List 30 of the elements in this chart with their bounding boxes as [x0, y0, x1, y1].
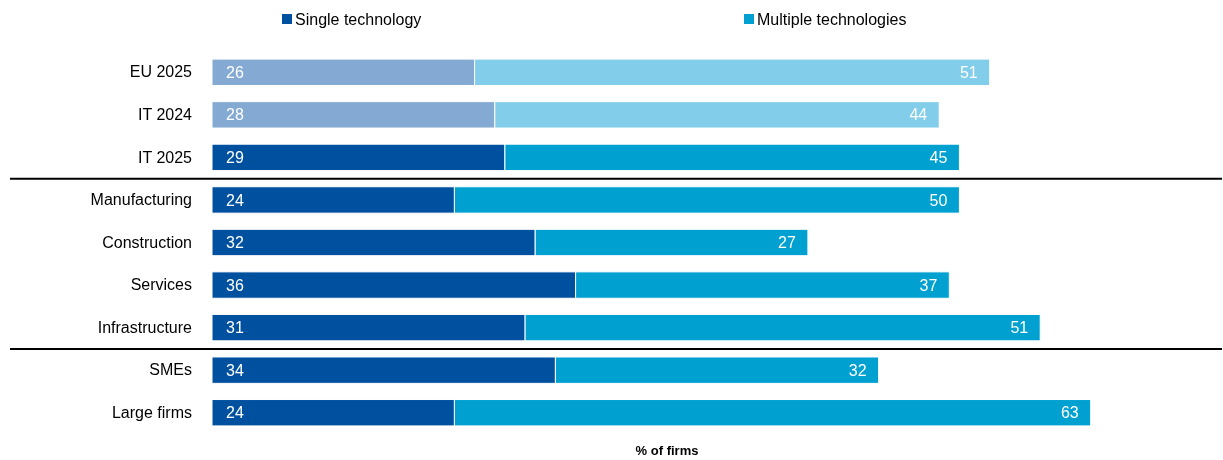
y-tick-label: IT 2024	[138, 105, 193, 123]
data-label: 32	[848, 361, 867, 379]
data-label: 34	[226, 361, 244, 379]
y-tick-label: IT 2025	[138, 148, 193, 166]
data-label: 45	[929, 148, 948, 166]
y-tick-label: Services	[130, 276, 192, 294]
data-label: 37	[919, 276, 938, 294]
y-tick-label: SMEs	[149, 361, 192, 379]
data-label: 29	[226, 148, 244, 166]
data-label: 50	[929, 191, 948, 209]
data-label: 24	[226, 404, 244, 422]
data-label: 63	[1060, 404, 1079, 422]
data-label: 44	[909, 106, 928, 124]
data-label: 31	[226, 319, 244, 337]
y-tick-label: Infrastructure	[97, 318, 193, 336]
data-label: 28	[226, 106, 244, 124]
y-tick-label: EU 2025	[129, 63, 193, 81]
data-label: 27	[778, 234, 796, 252]
y-tick-label: Construction	[102, 233, 192, 251]
legend-label: Single technology	[295, 10, 422, 28]
data-label: 24	[226, 191, 244, 209]
data-label: 26	[226, 63, 244, 81]
legend-label: Multiple technologies	[757, 10, 907, 28]
data-label: 51	[1010, 319, 1029, 337]
data-label: 36	[226, 276, 244, 294]
data-label: 32	[226, 234, 244, 252]
x-axis-title: % of firms	[635, 443, 699, 458]
y-tick-label: Manufacturing	[90, 191, 192, 209]
y-tick-label: Large firms	[111, 403, 192, 421]
data-label: 51	[959, 63, 978, 81]
